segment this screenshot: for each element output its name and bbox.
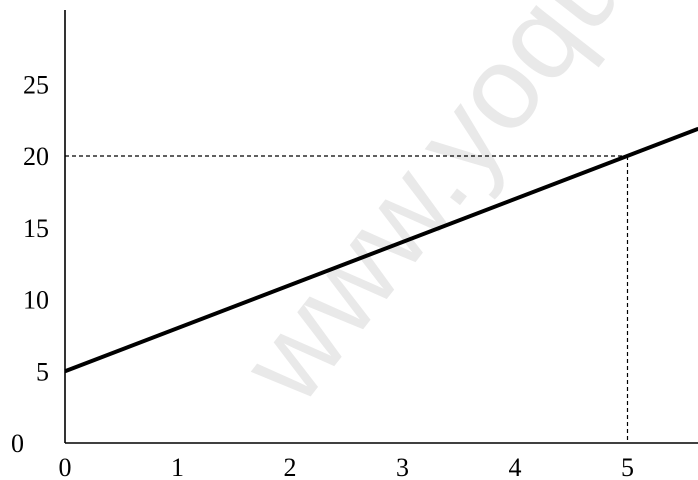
x-tick-label: 2: [284, 453, 297, 480]
guide-lines: [65, 155, 629, 443]
y-tick-label: 0: [11, 429, 24, 458]
y-tick-label: 20: [23, 142, 49, 171]
series-group: [64, 126, 698, 374]
x-tick-label: 0: [59, 453, 72, 480]
x-tick-label: 3: [396, 453, 409, 480]
x-tick-label: 5: [621, 453, 634, 480]
y-tick-labels: 0 5 10 15 20 25: [11, 70, 49, 458]
x-tick-labels: 0 1 2 3 4 5: [59, 453, 635, 480]
y-tick-label: 25: [23, 70, 49, 99]
series-line: [64, 126, 698, 374]
watermark: www.yoquiero: [216, 0, 698, 427]
y-tick-label: 15: [23, 214, 49, 243]
x-tick-label: 4: [509, 453, 522, 480]
x-tick-label: 1: [171, 453, 184, 480]
y-tick-label: 5: [36, 357, 49, 386]
y-tick-label: 10: [23, 286, 49, 315]
